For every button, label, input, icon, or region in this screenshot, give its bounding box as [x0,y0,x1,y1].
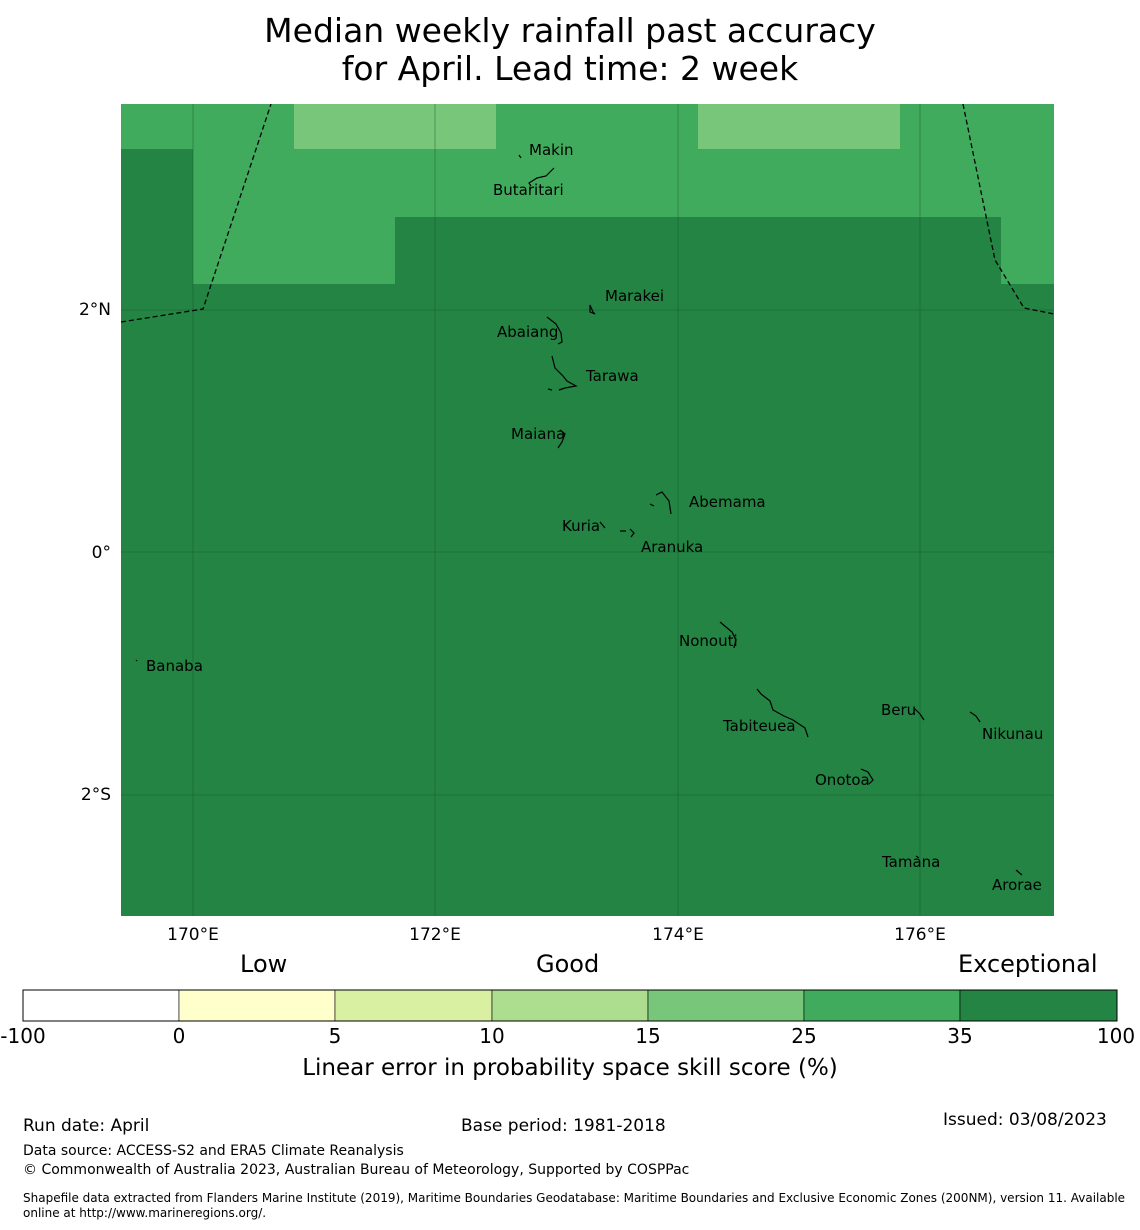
island-outline-abemama [649,491,672,515]
run-date: Run date: April [23,1116,150,1136]
region-good-plus-block-left [294,104,496,149]
island-label-tabiteuea: Tabiteuea [722,717,796,735]
legend-colorbar [22,989,1118,1022]
colorbar-tick-label: 25 [791,1024,817,1048]
island-label-nikunau: Nikunau [982,725,1043,743]
colorbar-tick-label: 10 [479,1024,505,1048]
lat-label-2s: 2°S [81,785,111,805]
island-label-aranuka: Aranuka [641,538,703,556]
copyright-notice: © Commonwealth of Australia 2023, Austra… [23,1162,690,1178]
island-outline-aranuka [629,528,635,538]
island-outline-nikunau [969,711,981,723]
region-good-plus-block-right [698,104,900,149]
island-label-marakei: Marakei [605,287,664,305]
colorbar-title: Linear error in probability space skill … [302,1055,838,1081]
island-label-maiana: Maiana [511,425,565,443]
island-outline-tamana [915,855,920,859]
island-label-arorae: Arorae [992,876,1042,894]
graticule [121,104,1054,916]
island-label-beru: Beru [881,701,916,719]
island-outline-banaba [135,659,138,662]
island-outline-maiana [557,429,566,449]
colorbar-tick-label: 35 [947,1024,973,1048]
colorbar-tick-label: -100 [0,1024,46,1048]
region-very-good-left-block [193,217,395,284]
island-label-banaba: Banaba [146,657,203,675]
lon-label-174e: 174°E [652,925,704,945]
island-label-tarawa: Tarawa [585,367,639,385]
eez-boundary [120,103,1055,323]
issued-date: Issued: 03/08/2023 [943,1110,1107,1130]
eez-boundary-east [962,103,1055,315]
legend-category-good: Good [536,950,600,978]
colorbar-tick-label: 100 [1096,1024,1136,1048]
colorbar-tick-label: 15 [635,1024,661,1048]
island-outline-arorae [1015,869,1023,876]
colorbar-segment [647,989,805,1022]
island-label-kuria: Kuria [562,517,600,535]
island-outlines [135,154,1023,876]
island-outline-tabiteuea [756,688,809,738]
lon-label-170e: 170°E [167,925,219,945]
map-title-line2: for April. Lead time: 2 week [341,49,799,88]
island-label-butaritari: Butaritari [493,181,564,199]
island-outline-kuria [599,521,626,532]
skill-grid [121,104,1054,916]
island-label-onotoa: Onotoa [815,771,870,789]
island-label-abemama: Abemama [689,493,766,511]
base-period: Base period: 1981-2018 [461,1116,666,1136]
colorbar-segment [803,989,961,1022]
island-label-nonouti: Nonouti [679,632,738,650]
colorbar-segment [959,989,1118,1022]
eez-boundary-west [120,103,272,323]
colorbar-segment [491,989,649,1022]
island-outline-onotoa [860,768,874,785]
lon-label-176e: 176°E [894,925,946,945]
colorbar-segment [334,989,493,1022]
legend-category-exceptional: Exceptional [958,950,1098,978]
data-source: Data source: ACCESS-S2 and ERA5 Climate … [23,1143,404,1159]
lat-label-equator: 0° [92,543,111,563]
island-outline-nonouti [719,621,737,649]
colorbar-segment [178,989,336,1022]
island-outline-abaiang [546,316,563,345]
island-outline-butaritari [528,167,555,187]
region-very-good-top-band [121,104,1054,217]
island-label-abaiang: Abaiang [497,323,558,341]
island-label-tamana: Tamana [881,853,940,871]
region-exceptional-top-left [121,149,193,217]
lon-label-172e: 172°E [409,925,461,945]
island-outline-tarawa [547,355,578,391]
shapefile-credit: Shapefile data extracted from Flanders M… [23,1191,1126,1220]
colorbar-tick-label: 5 [328,1024,342,1048]
region-very-good-right-block [1001,217,1054,284]
map-title-line1: Median weekly rainfall past accuracy [264,11,876,50]
island-outline-beru [914,708,925,721]
island-outline-makin [518,154,522,159]
island-label-makin: Makin [529,141,574,159]
map-plot: Makin Butaritari Marakei Abaiang Tarawa … [79,103,1055,945]
colorbar-segment [22,989,180,1022]
island-outline-marakei [589,304,596,315]
legend-category-low: Low [240,950,288,978]
colorbar-frame [22,989,1118,1022]
lat-label-2n: 2°N [79,300,111,320]
colorbar-tick-label: 0 [172,1024,186,1048]
